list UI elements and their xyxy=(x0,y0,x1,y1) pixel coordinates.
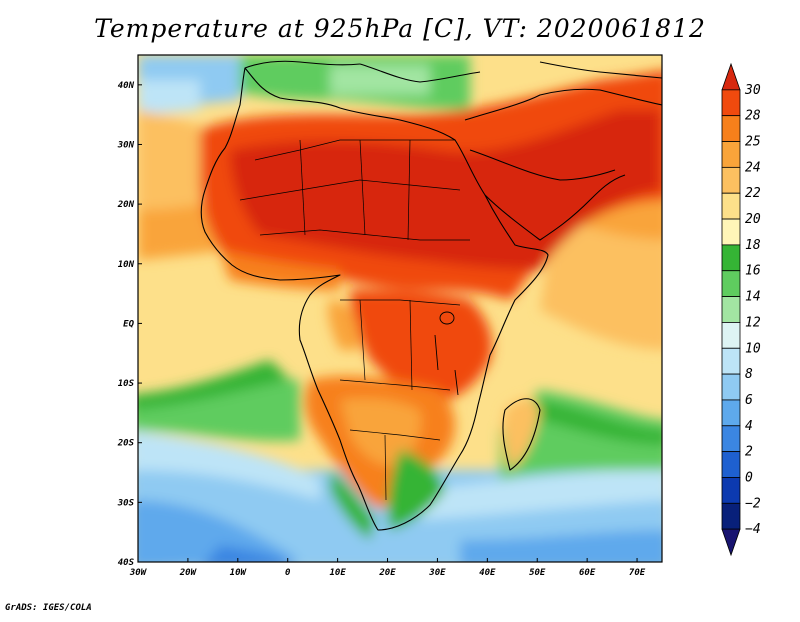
lat-tick-label: 20N xyxy=(117,200,135,210)
chart-title: Temperature at 925hPa [C], VT: 202006181… xyxy=(94,14,706,43)
colorbar-label: −4 xyxy=(745,522,761,537)
colorbar-swatch xyxy=(721,115,741,142)
colorbar-swatch xyxy=(721,451,741,478)
colorbar-label: −2 xyxy=(745,496,761,511)
colorbar-label: 24 xyxy=(745,160,761,175)
colorbar-swatch xyxy=(721,399,741,427)
colorbar-label: 30 xyxy=(744,83,761,98)
lon-tick-label: 10E xyxy=(329,568,346,578)
latitude-axis: 40N 30N 20N 10N EQ 10S 20S 30S 40S xyxy=(117,81,142,568)
colorbar-label: 4 xyxy=(745,419,753,434)
longitude-axis: 30W 20W 10W 0 10E 20E 30E 40E 50E 60E 70E xyxy=(129,558,646,578)
temperature-field xyxy=(138,55,662,562)
colorbar-label: 16 xyxy=(745,264,761,279)
colorbar-swatch xyxy=(721,477,741,504)
colorbar-swatch xyxy=(721,166,741,194)
lon-tick-label: 10W xyxy=(230,568,248,578)
colorbar-swatch xyxy=(721,62,741,91)
map-frame xyxy=(137,54,663,563)
lon-tick-label: 70E xyxy=(629,568,646,578)
colorbar-label: 14 xyxy=(745,290,761,305)
colorbar-swatch xyxy=(721,218,741,246)
colorbar-label: 0 xyxy=(745,470,753,485)
country-borders xyxy=(239,139,470,501)
coastlines xyxy=(200,60,662,531)
colorbar-swatch xyxy=(721,89,741,117)
colorbar-swatch xyxy=(721,347,741,375)
lat-tick-label: 40N xyxy=(118,81,135,91)
lon-tick-label: 20E xyxy=(378,568,396,578)
colorbar-swatch xyxy=(721,425,741,453)
lat-tick-label: 10S xyxy=(118,379,135,389)
colorbar-swatch xyxy=(721,502,741,530)
colorbar-label: 25 xyxy=(745,135,761,150)
colorbar-label: 8 xyxy=(745,367,753,382)
colorbar-label: 22 xyxy=(745,186,761,201)
colorbar-label: 18 xyxy=(745,238,761,253)
colorbar-swatch xyxy=(721,244,741,272)
lakes xyxy=(434,311,459,396)
lon-tick-label: 30E xyxy=(428,568,446,578)
colorbar-swatch xyxy=(721,322,741,349)
colorbar-label: 6 xyxy=(745,393,753,408)
colorbar-swatch xyxy=(721,270,741,297)
colorbar-swatch xyxy=(721,192,741,220)
lat-tick-label: EQ xyxy=(123,319,134,329)
colorbar-label: 28 xyxy=(745,109,761,124)
lat-tick-label: 30N xyxy=(117,140,135,150)
colorbar-label: 12 xyxy=(745,315,761,330)
software-credit: GrADS: IGES/COLA xyxy=(5,603,92,613)
colorbar-swatch xyxy=(721,373,741,401)
colorbar-label: 2 xyxy=(745,445,753,460)
lon-tick-label: 20W xyxy=(179,568,198,578)
colorbar-swatch xyxy=(721,296,741,323)
lat-tick-label: 30S xyxy=(117,498,135,508)
colorbar-label: 10 xyxy=(745,341,761,356)
colorbar-swatch xyxy=(721,528,741,557)
colorbar-label: 20 xyxy=(745,212,761,227)
lat-tick-label: 10N xyxy=(118,260,135,270)
lon-tick-label: 60E xyxy=(579,568,596,578)
lon-tick-label: 50E xyxy=(529,568,546,578)
lon-tick-label: 40E xyxy=(479,568,496,578)
lon-tick-label: 0 xyxy=(285,568,291,578)
lat-tick-label: 40S xyxy=(118,558,135,568)
lat-tick-label: 20S xyxy=(117,439,135,449)
lon-tick-label: 30W xyxy=(129,568,148,578)
colorbar-swatch xyxy=(721,141,741,168)
